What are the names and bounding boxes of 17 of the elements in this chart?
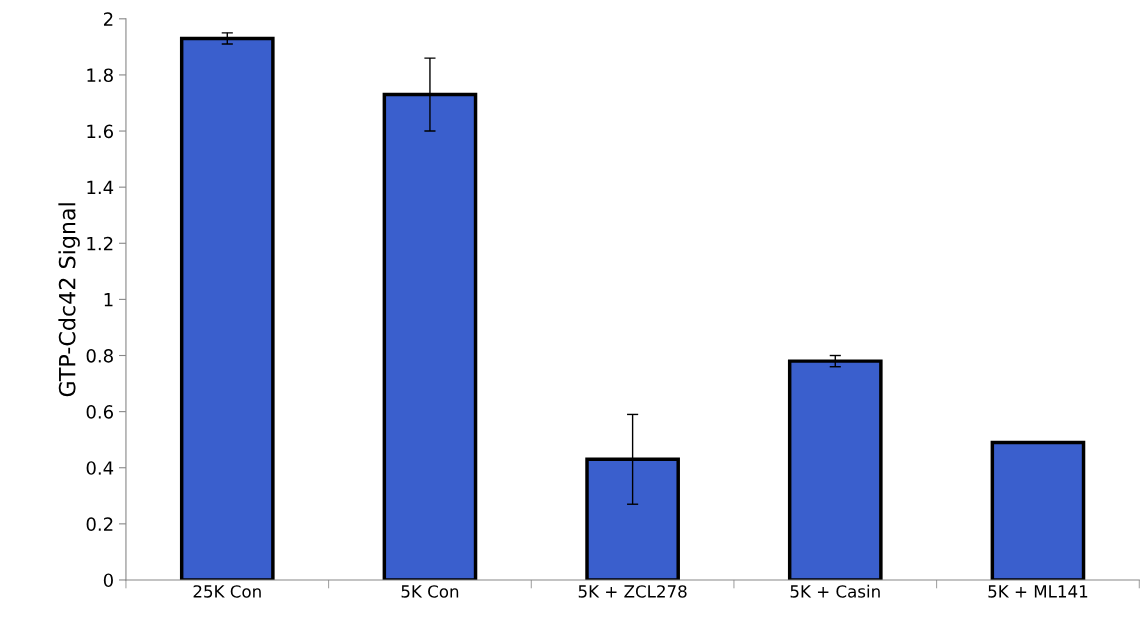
- y-tick-label: 1.2: [87, 236, 113, 251]
- y-tick-label: 2: [103, 12, 113, 26]
- y-tick-label: 0.4: [86, 461, 114, 475]
- y-axis-title: GTP-Cdc42 Signal: [58, 203, 80, 397]
- y-tick-label: 0: [103, 573, 113, 588]
- x-tick-label: 5K Con: [401, 585, 459, 598]
- y-tick-label: 1: [104, 293, 113, 307]
- x-tick-label: 5K + ML141: [988, 585, 1088, 598]
- y-tick-label: 1.4: [87, 180, 114, 195]
- y-tick-label: 1.8: [87, 68, 113, 83]
- x-tick-label: 5K + ZCL278: [578, 585, 687, 598]
- y-tick-label: 1.6: [87, 124, 114, 139]
- y-tick-label: 0.6: [86, 405, 114, 419]
- x-tick-label: 5K + Casin: [790, 584, 880, 598]
- x-tick-label: 25K Con: [193, 585, 261, 598]
- y-tick-label: 0.2: [86, 517, 113, 531]
- y-tick-label: 0.8: [86, 348, 113, 363]
